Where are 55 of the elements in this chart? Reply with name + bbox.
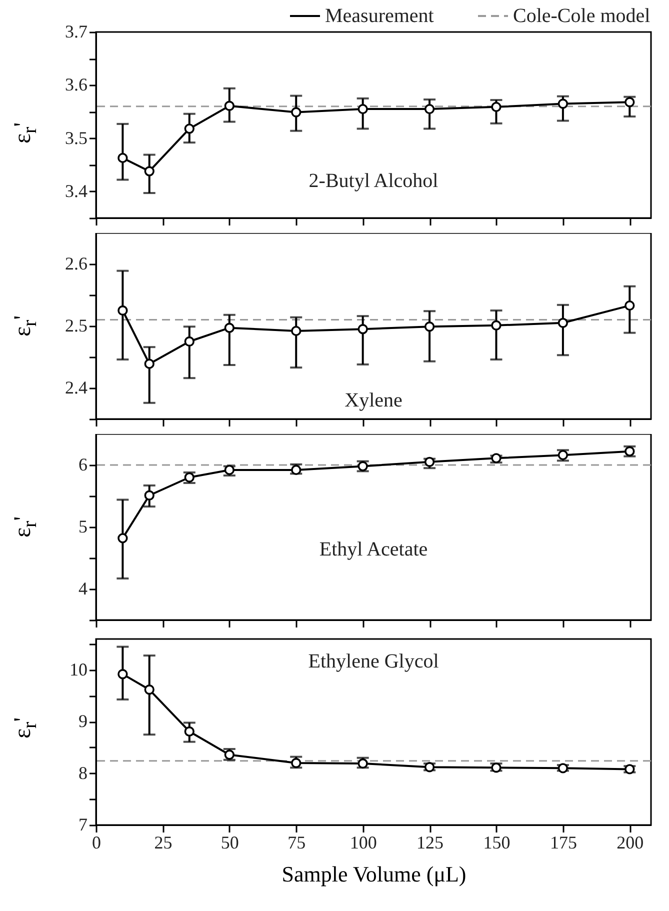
y-tick-label: 9 <box>78 711 88 732</box>
point <box>144 684 154 695</box>
y-tick-label: 2.5 <box>65 316 88 336</box>
y-tick-label: 6 <box>78 454 88 474</box>
point <box>624 300 635 311</box>
x-tick-label: 0 <box>92 832 101 852</box>
annotation: Ethyl Acetate <box>319 538 428 560</box>
point <box>224 322 234 333</box>
legend-label: Measurement <box>325 5 434 27</box>
x-axis-title: Sample Volume (μL) <box>282 862 466 886</box>
point <box>491 320 502 330</box>
y-tick-label: 4 <box>78 578 88 598</box>
x-tick-label: 50 <box>220 832 239 852</box>
y-tick-label: 3.7 <box>65 22 88 42</box>
x-tick-label: 150 <box>483 832 510 852</box>
point <box>291 107 302 118</box>
y-tick-label: 2.6 <box>65 254 88 274</box>
point <box>558 98 568 109</box>
annotation: Ethylene Glycol <box>308 650 440 672</box>
x-tick-label: 125 <box>416 832 444 852</box>
point <box>558 318 568 328</box>
annotation: 2-Butyl Alcohol <box>308 170 439 192</box>
x-tick-label: 175 <box>550 832 577 852</box>
point <box>358 324 368 334</box>
point <box>118 669 128 680</box>
point <box>291 326 302 336</box>
point <box>184 124 194 134</box>
x-tick-label: 100 <box>350 832 377 852</box>
x-tick-label: 200 <box>616 832 644 852</box>
point <box>144 490 154 500</box>
point <box>118 533 128 544</box>
y-tick-label: 5 <box>78 516 88 536</box>
point <box>358 104 368 114</box>
y-tick-label: 2.4 <box>65 378 88 398</box>
x-tick-label: 75 <box>288 832 306 852</box>
y-tick-label: 3.5 <box>65 128 88 148</box>
point <box>184 336 194 347</box>
point <box>118 152 128 164</box>
annotation: Xylene <box>344 389 402 412</box>
point <box>424 104 435 114</box>
y-tick-label: 8 <box>78 762 88 783</box>
point <box>144 166 154 176</box>
point <box>491 102 502 112</box>
point <box>624 97 635 108</box>
x-tick-label: 25 <box>154 832 172 852</box>
y-tick-label: 10 <box>70 660 88 680</box>
legend-label: Cole-Cole model <box>513 5 651 27</box>
point <box>118 305 128 316</box>
point <box>144 358 154 369</box>
y-tick-label: 3.4 <box>65 180 88 201</box>
point <box>424 322 435 332</box>
point <box>184 726 194 737</box>
y-tick-label: 7 <box>78 814 88 834</box>
point <box>224 100 234 111</box>
y-tick-label: 3.6 <box>65 74 88 95</box>
